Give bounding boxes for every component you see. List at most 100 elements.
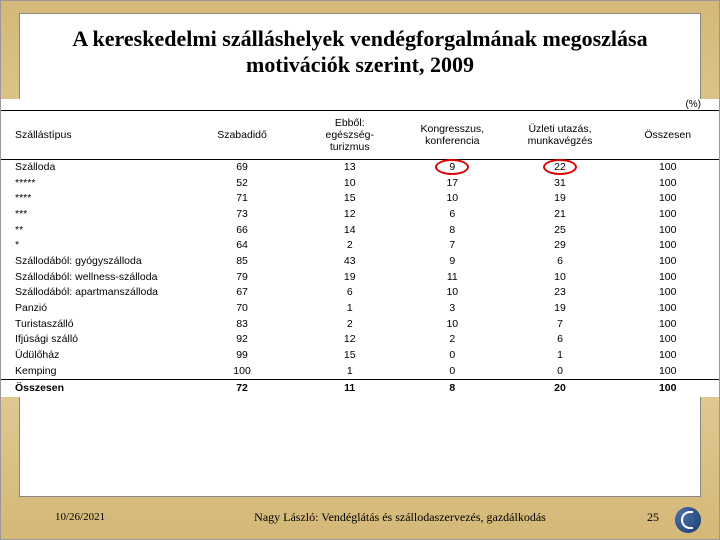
table-row: *642729100 — [1, 238, 719, 254]
cell-value: 100 — [616, 160, 719, 176]
table-row: Szálloda6913922100 — [1, 160, 719, 176]
cell-value: 1 — [298, 364, 401, 380]
row-label: Üdülőház — [1, 348, 186, 364]
column-header: Kongresszus,konferencia — [401, 111, 504, 160]
cell-value: 71 — [186, 191, 299, 207]
cell-value: 100 — [616, 270, 719, 286]
cell-value: 8 — [401, 380, 504, 397]
cell-value: 1 — [298, 301, 401, 317]
cell-value: 85 — [186, 254, 299, 270]
table-row: **6614825100 — [1, 223, 719, 239]
row-label: Szállodából: apartmanszálloda — [1, 285, 186, 301]
table-row: Ifjúsági szálló921226100 — [1, 332, 719, 348]
cell-value: 1 — [504, 348, 617, 364]
cell-value: 0 — [504, 364, 617, 380]
cell-value: 25 — [504, 223, 617, 239]
row-label: Panzió — [1, 301, 186, 317]
table-row: ****71151019100 — [1, 191, 719, 207]
table-row: Szállodából: apartmanszálloda6761023100 — [1, 285, 719, 301]
table-row: Üdülőház991501100 — [1, 348, 719, 364]
table-row: Szállodából: gyógyszálloda854396100 — [1, 254, 719, 270]
cell-value: 22 — [504, 160, 617, 176]
cell-value: 21 — [504, 207, 617, 223]
row-label: *** — [1, 207, 186, 223]
cell-value: 15 — [298, 348, 401, 364]
cell-value: 9 — [401, 160, 504, 176]
cell-value: 79 — [186, 270, 299, 286]
cell-value: 7 — [401, 238, 504, 254]
cell-value: 0 — [401, 348, 504, 364]
cell-value: 64 — [186, 238, 299, 254]
row-label: **** — [1, 191, 186, 207]
cell-value: 100 — [616, 191, 719, 207]
footer: 10/26/2021 Nagy László: Vendéglátás és s… — [1, 503, 719, 531]
cell-value: 52 — [186, 176, 299, 192]
cell-value: 7 — [504, 317, 617, 333]
cell-value: 99 — [186, 348, 299, 364]
cell-value: 19 — [504, 301, 617, 317]
cell-value: 67 — [186, 285, 299, 301]
cell-value: 100 — [616, 238, 719, 254]
cell-value: 100 — [186, 364, 299, 380]
cell-value: 100 — [616, 254, 719, 270]
cell-value: 10 — [298, 176, 401, 192]
cell-value: 13 — [298, 160, 401, 176]
cell-value: 10 — [504, 270, 617, 286]
table-row: Kemping100100100 — [1, 364, 719, 380]
table-row: ***7312621100 — [1, 207, 719, 223]
table-row: *****52101731100 — [1, 176, 719, 192]
column-header: Szállástípus — [1, 111, 186, 160]
row-label: Szálloda — [1, 160, 186, 176]
cell-value: 66 — [186, 223, 299, 239]
row-label: Kemping — [1, 364, 186, 380]
cell-value: 0 — [401, 364, 504, 380]
cell-value: 92 — [186, 332, 299, 348]
cell-value: 100 — [616, 348, 719, 364]
cell-value: 100 — [616, 207, 719, 223]
footer-author: Nagy László: Vendéglátás és szállodaszer… — [181, 510, 619, 525]
cell-value: 6 — [504, 332, 617, 348]
unit-label: (%) — [1, 99, 719, 110]
cell-value: 12 — [298, 207, 401, 223]
cell-value: 11 — [401, 270, 504, 286]
cell-value: 100 — [616, 223, 719, 239]
cell-value: 20 — [504, 380, 617, 397]
column-header: Összesen — [616, 111, 719, 160]
footer-page-number: 25 — [647, 510, 659, 525]
row-label: Turistaszálló — [1, 317, 186, 333]
slide: A kereskedelmi szálláshelyek vendégforga… — [0, 0, 720, 540]
cell-value: 100 — [616, 317, 719, 333]
row-label: Összesen — [1, 380, 186, 397]
column-header: Üzleti utazás,munkavégzés — [504, 111, 617, 160]
cell-value: 31 — [504, 176, 617, 192]
cell-value: 17 — [401, 176, 504, 192]
table-row: Turistaszálló832107100 — [1, 317, 719, 333]
cell-value: 15 — [298, 191, 401, 207]
cell-value: 11 — [298, 380, 401, 397]
cell-value: 10 — [401, 317, 504, 333]
cell-value: 100 — [616, 176, 719, 192]
logo-icon — [675, 507, 701, 533]
table-row: Panzió701319100 — [1, 301, 719, 317]
cell-value: 8 — [401, 223, 504, 239]
cell-value: 2 — [401, 332, 504, 348]
cell-value: 19 — [298, 270, 401, 286]
table-row-total: Összesen7211820100 — [1, 380, 719, 397]
cell-value: 10 — [401, 191, 504, 207]
row-label: Szállodából: gyógyszálloda — [1, 254, 186, 270]
data-table-region: (%) SzállástípusSzabadidőEbből:egészség-… — [1, 99, 719, 397]
cell-value: 2 — [298, 238, 401, 254]
cell-value: 6 — [298, 285, 401, 301]
row-label: Ifjúsági szálló — [1, 332, 186, 348]
cell-value: 100 — [616, 332, 719, 348]
data-table: SzállástípusSzabadidőEbből:egészség-turi… — [1, 110, 719, 397]
slide-title: A kereskedelmi szálláshelyek vendégforga… — [32, 22, 688, 87]
row-label: ***** — [1, 176, 186, 192]
cell-value: 72 — [186, 380, 299, 397]
cell-value: 73 — [186, 207, 299, 223]
table-row: Szállodából: wellness-szálloda7919111010… — [1, 270, 719, 286]
cell-value: 10 — [401, 285, 504, 301]
cell-value: 6 — [504, 254, 617, 270]
cell-value: 83 — [186, 317, 299, 333]
cell-value: 19 — [504, 191, 617, 207]
